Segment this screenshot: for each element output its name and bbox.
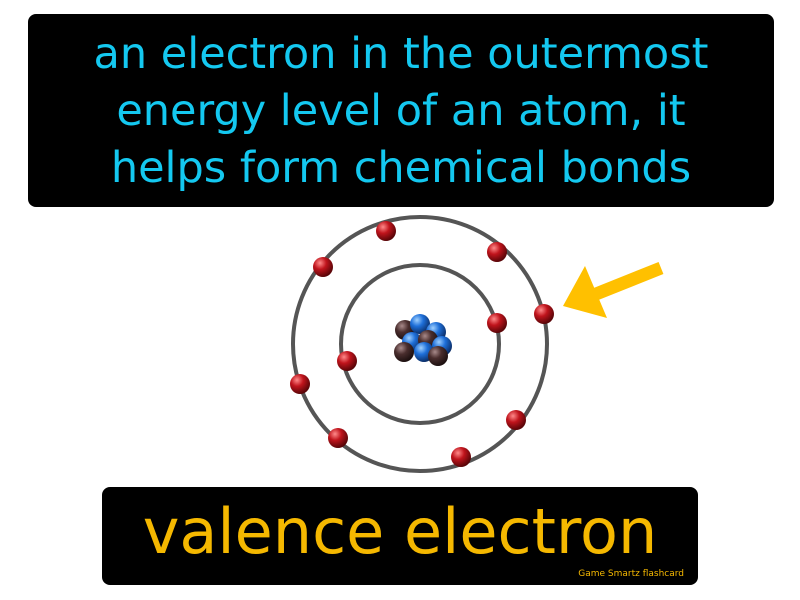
inner-shell-electron — [487, 313, 507, 333]
definition-line-1: an electron in the outermost — [93, 29, 709, 79]
outer-shell-electron — [328, 428, 348, 448]
outer-shell-electron — [506, 410, 526, 430]
outer-shell-electron — [534, 304, 554, 324]
neutron — [428, 346, 448, 366]
definition-line-3: helps form chemical bonds — [110, 143, 692, 193]
definition-box: an electron in the outermost energy leve… — [28, 14, 774, 207]
inner-shell-orbit — [339, 263, 501, 425]
nucleus — [394, 314, 452, 366]
inner-shell-electron — [337, 351, 357, 371]
outer-shell-electron — [313, 257, 333, 277]
outer-shell-electron — [451, 447, 471, 467]
arrow-icon — [563, 261, 664, 318]
term-box: valence electron Game Smartz flashcard — [102, 487, 698, 585]
outer-shell-electron — [290, 374, 310, 394]
outer-shell-electron — [487, 242, 507, 262]
term-title: valence electron — [142, 495, 658, 568]
definition-line-2: energy level of an atom, it — [116, 86, 686, 136]
outer-shell-electron — [376, 221, 396, 241]
proton — [410, 314, 430, 334]
outer-shell-orbit — [291, 215, 549, 473]
neutron — [394, 342, 414, 362]
brand-label: Game Smartz flashcard — [578, 569, 684, 579]
